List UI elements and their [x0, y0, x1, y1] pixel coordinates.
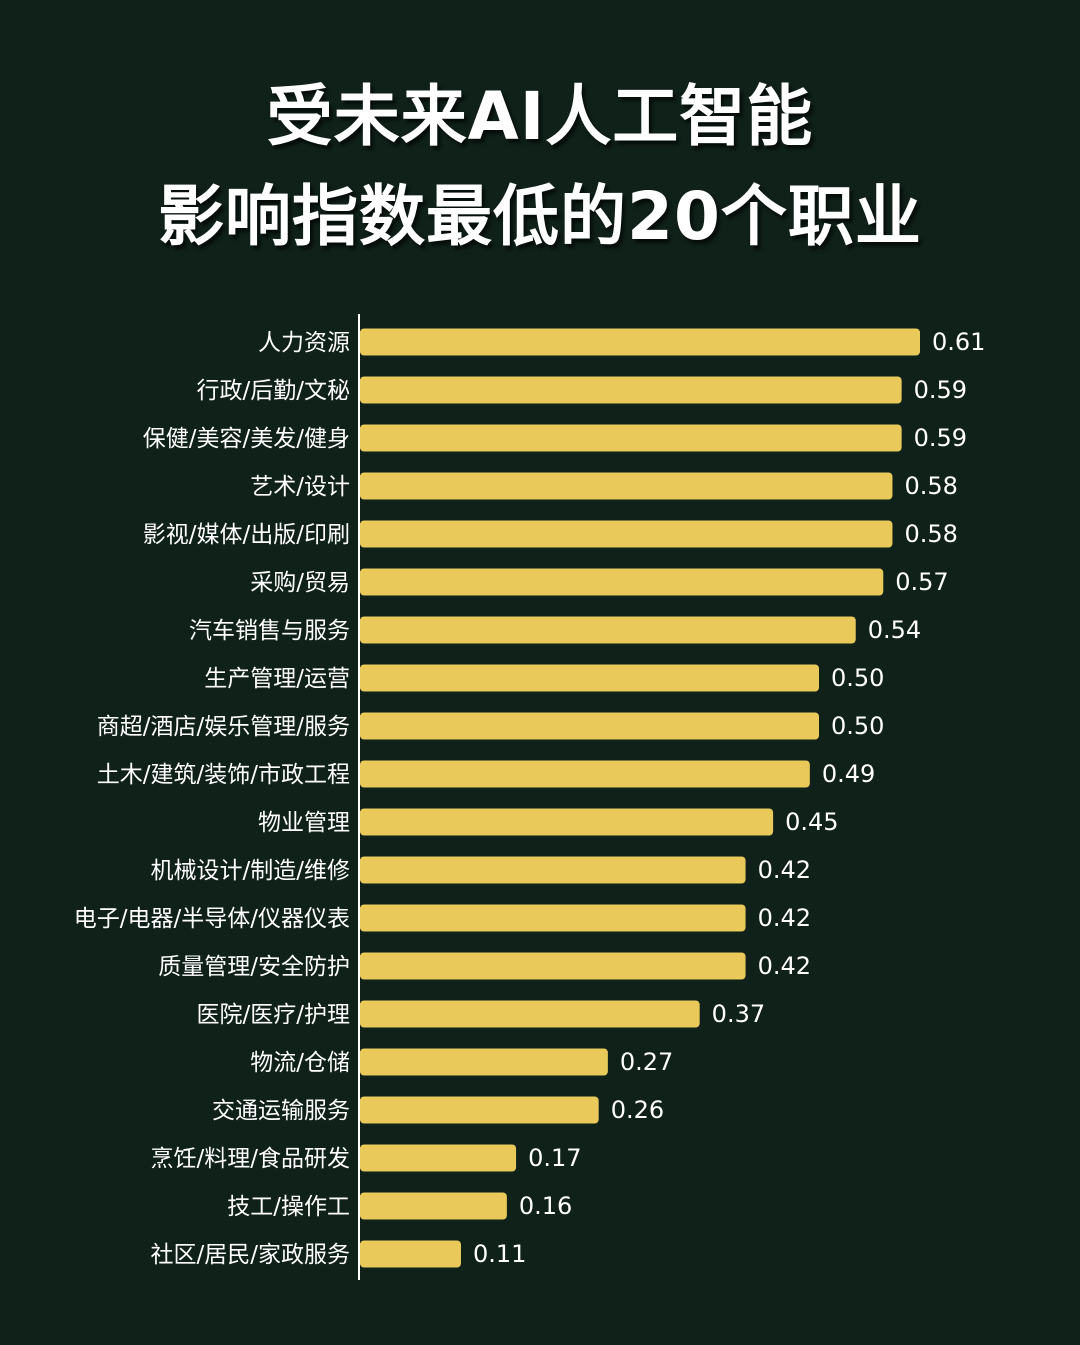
bar	[360, 904, 746, 932]
bar	[360, 1240, 461, 1268]
bar	[360, 712, 820, 740]
value-label: 0.50	[831, 664, 884, 692]
bar	[360, 616, 856, 644]
title-line-1: 受未来AI人工智能	[266, 78, 814, 155]
value-label: 0.42	[758, 952, 811, 980]
value-label: 0.27	[620, 1048, 673, 1076]
category-label: 汽车销售与服务	[189, 618, 350, 644]
category-label: 采购/贸易	[250, 570, 350, 596]
value-label: 0.61	[932, 328, 985, 356]
bar	[360, 1096, 599, 1124]
category-label: 技工/操作工	[227, 1194, 350, 1220]
category-label: 影视/媒体/出版/印刷	[143, 522, 350, 548]
category-label: 交通运输服务	[212, 1098, 350, 1124]
bar	[360, 328, 920, 356]
value-label: 0.11	[473, 1240, 526, 1268]
category-label: 物流/仓储	[250, 1050, 350, 1076]
bar	[360, 952, 746, 980]
bar	[360, 424, 902, 452]
category-label: 保健/美容/美发/健身	[143, 426, 350, 452]
category-label: 医院/医疗/护理	[197, 1002, 351, 1028]
value-label: 0.54	[868, 616, 921, 644]
category-label: 物业管理	[258, 810, 350, 836]
bar	[360, 568, 884, 596]
category-label: 人力资源	[258, 330, 350, 356]
value-label: 0.59	[914, 376, 967, 404]
bar	[360, 760, 810, 788]
bar	[360, 856, 746, 884]
category-label: 生产管理/运营	[204, 666, 350, 692]
value-label: 0.58	[904, 472, 957, 500]
bar	[360, 520, 893, 548]
value-label: 0.49	[822, 760, 875, 788]
value-label: 0.57	[895, 568, 948, 596]
bar	[360, 664, 820, 692]
category-label: 土木/建筑/装饰/市政工程	[97, 762, 350, 788]
bar	[360, 376, 902, 404]
value-label: 0.26	[611, 1096, 664, 1124]
category-label: 社区/居民/家政服务	[151, 1242, 351, 1268]
value-label: 0.50	[831, 712, 884, 740]
value-label: 0.58	[904, 520, 957, 548]
bar	[360, 1144, 517, 1172]
value-label: 0.45	[785, 808, 838, 836]
bar	[360, 1192, 507, 1220]
category-label: 电子/电器/半导体/仪器仪表	[74, 906, 350, 932]
value-label: 0.42	[758, 904, 811, 932]
bar	[360, 1048, 608, 1076]
category-label: 机械设计/制造/维修	[151, 858, 351, 884]
value-label: 0.59	[914, 424, 967, 452]
bar	[360, 1000, 700, 1028]
category-label: 行政/后勤/文秘	[197, 378, 351, 404]
category-label: 商超/酒店/娱乐管理/服务	[97, 714, 350, 740]
bar	[360, 808, 774, 836]
category-label: 烹饪/料理/食品研发	[151, 1146, 351, 1172]
value-label: 0.17	[528, 1144, 581, 1172]
category-label: 艺术/设计	[250, 474, 350, 500]
value-label: 0.42	[758, 856, 811, 884]
category-label: 质量管理/安全防护	[158, 954, 350, 980]
bar	[360, 472, 893, 500]
title-line-2: 影响指数最低的20个职业	[158, 178, 922, 255]
value-label: 0.16	[519, 1192, 572, 1220]
value-label: 0.37	[712, 1000, 765, 1028]
